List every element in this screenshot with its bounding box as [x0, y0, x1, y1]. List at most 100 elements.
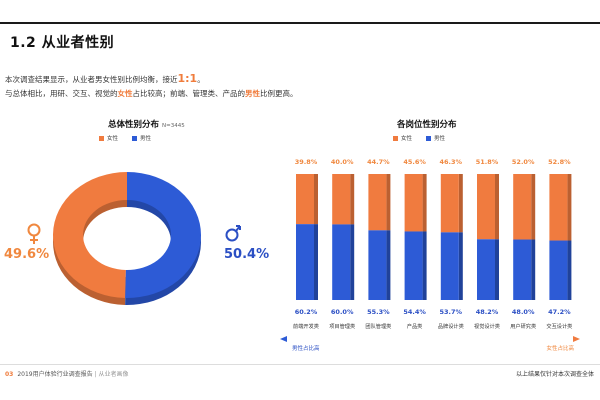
legend-female-label: 女性 — [107, 136, 119, 142]
arrow-left-icon — [280, 336, 287, 342]
bar-male-value-label: 55.3% — [367, 308, 390, 316]
bar-category-label: 团队管理类 — [365, 322, 391, 330]
bar-legend-female-label: 女性 — [401, 136, 413, 142]
bar-chart-title: 各岗位性别分布 — [397, 120, 457, 130]
intro-line-2: 与总体相比，用研、交互、视觉的女性占比较高；前端、管理类、产品的男性比例更高。 — [5, 88, 298, 99]
male-symbol-icon — [225, 225, 241, 242]
bar-female — [440, 174, 459, 233]
bar-male — [440, 232, 459, 300]
bar-female — [332, 174, 351, 225]
bar-female-side — [567, 174, 572, 241]
donut-legend: 女性 男性 — [99, 134, 151, 142]
bar-male — [477, 239, 495, 300]
bar-female-value-label: 40.0% — [331, 158, 354, 166]
bar-male — [368, 230, 387, 300]
donut-sample-size: N=3445 — [162, 123, 185, 129]
bar-category-label: 视觉设计类 — [474, 322, 500, 330]
intro-line-2-a: 与总体相比，用研、交互、视觉的 — [5, 89, 118, 98]
bar-female — [404, 174, 423, 232]
female-symbol-icon — [27, 223, 41, 244]
bar-male — [513, 239, 532, 300]
bar-female — [368, 174, 387, 231]
bar-female-value-label: 46.3% — [440, 158, 463, 166]
bar-female-side — [386, 174, 391, 231]
bar-female-side — [422, 174, 427, 232]
intro-ratio: 1:1 — [177, 72, 198, 85]
bar-legend-female-swatch — [393, 135, 398, 141]
bar-male-side — [386, 230, 391, 300]
bar-male-value-label: 47.2% — [548, 308, 571, 316]
bar-female-side — [531, 174, 536, 240]
bar-category-label: 交互设计类 — [546, 322, 572, 330]
legend-male-swatch — [132, 135, 138, 141]
footer-section: | 从业者画像 — [94, 371, 129, 378]
donut-label-female: 49.6% — [4, 247, 49, 262]
bar-male-value-label: 60.2% — [295, 308, 318, 316]
bar-female — [549, 174, 568, 241]
bar-female-value-label: 51.8% — [476, 158, 499, 166]
bar-male-side — [314, 224, 318, 300]
bar-male-value-label: 48.2% — [476, 308, 499, 316]
bar-legend: 女性 男性 — [393, 134, 445, 142]
bar-male-side — [531, 239, 536, 300]
bar-male-side — [567, 240, 572, 300]
bar-male — [549, 240, 568, 300]
bar-category-label: 产品类 — [407, 322, 423, 330]
intro-female-highlight: 女性 — [117, 89, 133, 98]
bar-female — [513, 174, 532, 240]
intro-line-1-suffix: 。 — [197, 75, 205, 84]
bar-legend-male-label: 男性 — [434, 136, 446, 142]
bar-male — [296, 224, 314, 300]
arrow-right-icon — [573, 336, 580, 342]
footer-page-number: 03 — [5, 371, 14, 378]
bar-male-side — [495, 239, 499, 300]
stacked-bar-chart: 39.8% 60.2% 前端开发类 40.0% 60.0% 项目管理类 44.7% 55.3%… — [280, 158, 580, 352]
bar-male — [332, 224, 351, 300]
footer-note: 以上结果仅针对本次调查全体 — [515, 371, 594, 378]
bar-male-side — [422, 231, 427, 300]
bar-female-value-label: 45.6% — [403, 158, 426, 166]
legend-female-swatch — [99, 135, 104, 141]
bar-category-label: 品牌设计类 — [438, 322, 464, 330]
bar-female-value-label: 44.7% — [367, 158, 390, 166]
bar-category-label: 前端开发类 — [293, 322, 319, 330]
arrow-right-label: 女性占比高 — [546, 344, 574, 352]
bar-male-value-label: 54.4% — [403, 308, 426, 316]
intro-male-highlight: 男性 — [245, 89, 260, 98]
bar-female — [296, 174, 314, 225]
bar-female-value-label: 39.8% — [295, 158, 318, 166]
section-title: 1.2 从业者性别 — [10, 35, 115, 51]
legend-male-label: 男性 — [140, 136, 152, 142]
donut-chart-title: 总体性别分布 N=3445 — [108, 118, 185, 130]
arrow-left-label: 男性占比高 — [292, 344, 320, 352]
intro-line-2-b: 占比较高；前端、管理类、产品的 — [132, 89, 246, 98]
bar-female-side — [495, 174, 499, 240]
donut-slice-female — [52, 172, 127, 298]
donut-slice-male — [125, 172, 201, 298]
footer-left: 03 2019用户体验行业调查报告 | 从业者画像 — [5, 369, 129, 378]
bar-male-side — [458, 232, 463, 300]
bar-legend-male-swatch — [426, 135, 432, 141]
bar-female-value-label: 52.8% — [548, 158, 571, 166]
bar-category-label: 项目管理类 — [329, 322, 355, 330]
bar-category-label: 用户研究类 — [510, 322, 536, 330]
bar-female-side — [314, 174, 318, 225]
bar-female-value-label: 52.0% — [512, 158, 535, 166]
top-rule — [0, 22, 600, 24]
footer-divider — [0, 364, 600, 365]
intro-line-1-prefix: 本次调查结果显示，从业者男女性别比例均衡，接近 — [5, 75, 178, 84]
bar-female-side — [350, 174, 355, 225]
donut-title-text: 总体性别分布 — [108, 120, 160, 130]
bar-male — [404, 231, 423, 300]
bar-female — [477, 174, 495, 240]
donut-label-male: 50.4% — [224, 247, 269, 262]
intro-line-1: 本次调查结果显示，从业者男女性别比例均衡，接近1:1。 — [5, 72, 205, 85]
donut-chart: 49.6% 50.4% — [4, 172, 269, 305]
bar-male-value-label: 48.0% — [512, 308, 535, 316]
bar-male-side — [350, 224, 355, 300]
bar-female-side — [458, 174, 463, 233]
intro-line-2-c: 比例更高。 — [260, 89, 298, 98]
bar-male-value-label: 60.0% — [331, 308, 354, 316]
bar-male-value-label: 53.7% — [440, 308, 463, 316]
footer-report-name: 2019用户体验行业调查报告 — [17, 371, 93, 378]
